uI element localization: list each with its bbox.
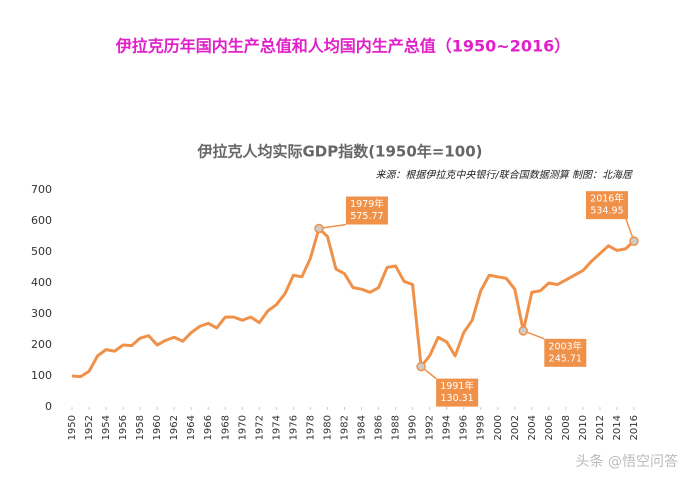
x-tick-label: 1954: [101, 415, 112, 440]
page-heading: 伊拉克历年国内生产总值和人均国内生产总值（1950~2016）: [115, 37, 570, 56]
x-tick-label: 1964: [186, 415, 197, 440]
x-tick-label: 1990: [408, 415, 419, 440]
annotation-text: 1991年: [440, 380, 474, 392]
x-tick-label: 1952: [84, 415, 95, 440]
annotation-point: [518, 326, 529, 336]
annotation-point: [314, 223, 324, 234]
x-tick-label: 2000: [493, 415, 504, 440]
y-tick-label: 400: [31, 276, 52, 289]
data-line: [71, 227, 636, 379]
annotation-box: [345, 196, 388, 225]
y-tick-label: 500: [31, 245, 52, 258]
annotation-value: 534.95: [590, 206, 623, 217]
annotation-box: [436, 378, 479, 407]
x-tick-label: 2004: [527, 415, 538, 440]
x-tick-label: 2012: [595, 415, 606, 440]
annotation-point: [416, 361, 426, 372]
x-tick-label: 2008: [561, 415, 572, 440]
x-tick-label: 1956: [118, 415, 129, 440]
x-tick-label: 1980: [322, 415, 333, 440]
x-tick-label: 2014: [612, 415, 623, 440]
x-tick-label: 1972: [254, 415, 265, 440]
x-tick-label: 1962: [169, 415, 180, 440]
x-tick-label: 1974: [271, 415, 282, 440]
annotation-value: 575.77: [350, 211, 383, 222]
x-tick-label: 1976: [288, 415, 299, 440]
watermark: 头条 @悟空问答: [576, 453, 678, 470]
x-tick-label: 1994: [442, 415, 453, 440]
x-tick-label: 1958: [135, 415, 146, 440]
y-tick-label: 700: [31, 183, 52, 196]
x-tick-label: 1968: [220, 415, 231, 440]
x-tick-label: 1986: [374, 415, 385, 440]
x-tick-label: 1988: [391, 415, 402, 440]
chart-title: 伊拉克人均实际GDP指数(1950年=100): [196, 143, 482, 161]
annotation-text: 2016年: [590, 193, 624, 205]
y-tick-label: 100: [31, 369, 52, 382]
annotation-value: 245.71: [549, 353, 582, 364]
annotation-box: [586, 191, 628, 220]
x-tick-label: 2006: [544, 415, 555, 440]
annotation-text: 2003年: [548, 340, 582, 352]
x-tick-label: 1984: [357, 415, 368, 440]
x-tick-label: 1950: [67, 415, 78, 440]
annotation-text: 1979年: [350, 198, 384, 210]
x-tick-label: 1992: [425, 415, 436, 440]
x-tick-label: 2016: [629, 415, 640, 440]
y-tick-label: 300: [31, 307, 52, 320]
x-tick-label: 1982: [339, 415, 350, 440]
x-tick-label: 1998: [476, 415, 487, 440]
x-tick-label: 1966: [203, 415, 214, 440]
x-tick-label: 1978: [305, 415, 316, 440]
y-tick-label: 200: [31, 338, 52, 351]
y-tick-label: 0: [45, 400, 52, 413]
y-tick-label: 600: [31, 214, 52, 227]
x-tick-label: 1970: [237, 415, 248, 440]
annotation-box: [544, 338, 587, 367]
annotation-point: [629, 236, 639, 246]
chart-source: 来源：根据伊拉克中央银行/联合国数据测算 制图：北海居: [375, 169, 633, 181]
x-tick-label: 1960: [152, 415, 163, 440]
x-tick-label: 2010: [578, 415, 589, 440]
annotation-value: 130.31: [440, 393, 473, 404]
x-tick-label: 2002: [510, 415, 521, 440]
x-tick-label: 1996: [459, 415, 470, 440]
